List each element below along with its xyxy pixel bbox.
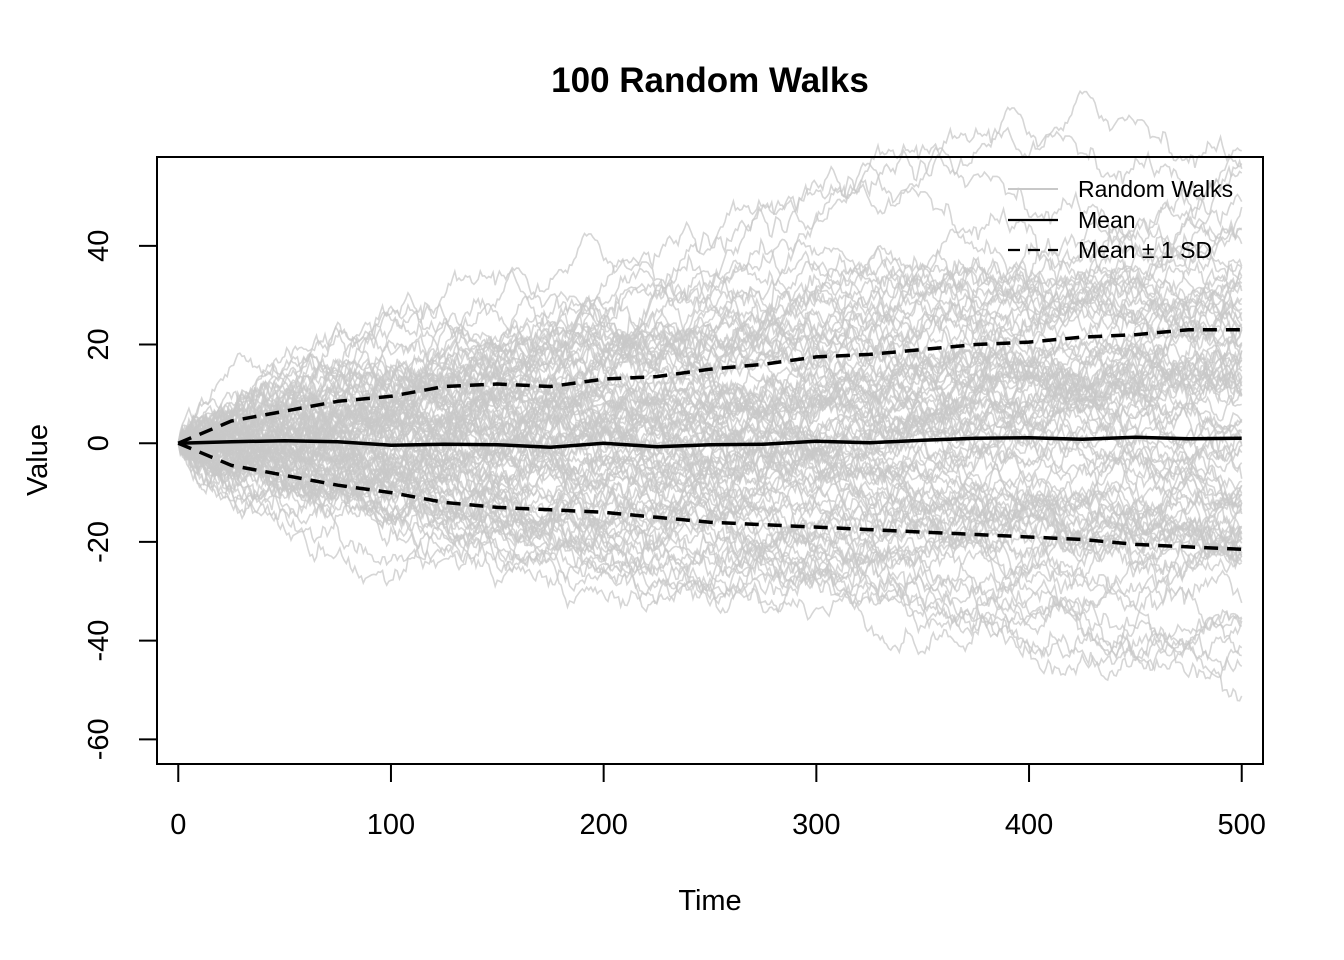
x-tick-label: 100 <box>367 809 415 841</box>
y-tick-label: 0 <box>83 435 115 451</box>
x-axis-label: Time <box>678 885 741 917</box>
x-tick-label: 300 <box>792 809 840 841</box>
random-walk-line <box>177 406 1243 595</box>
random-walk-line <box>177 442 1243 671</box>
random-walk-line <box>177 404 1243 606</box>
random-walk-line <box>177 294 1243 467</box>
random-walk-line <box>177 311 1243 513</box>
legend-label: Random Walks <box>1078 176 1233 202</box>
random-walk-line <box>177 89 1242 455</box>
chart-title: 100 Random Walks <box>551 61 869 100</box>
random-walk-line <box>177 302 1243 474</box>
random-walk-line <box>177 352 1243 554</box>
random-walk-line <box>177 436 1243 638</box>
random-walk-line <box>177 218 1243 450</box>
random-walk-line <box>177 256 1243 461</box>
random-walk-line <box>177 326 1243 506</box>
mean-line <box>178 435 1242 449</box>
x-tick-label: 200 <box>579 809 627 841</box>
random-walk-line <box>177 408 1243 621</box>
x-axis: 0 100 200 300 400 500 <box>170 763 1266 841</box>
mean-minus-sd-line <box>177 441 1242 552</box>
x-tick-label: 400 <box>1005 809 1053 841</box>
random-walk-line <box>177 252 1243 455</box>
y-axis-label: Value <box>22 424 54 496</box>
mean-plus-sd-line <box>177 327 1242 445</box>
x-tick-label: 500 <box>1218 809 1266 841</box>
random-walk-line <box>177 437 1243 677</box>
random-walk-line <box>178 362 1243 520</box>
mean-sd-layer <box>177 327 1242 552</box>
random-walk-line <box>177 157 1243 449</box>
random-walk-line <box>177 442 1243 702</box>
random-walk-line <box>178 106 1243 455</box>
legend-label: Mean ± 1 SD <box>1078 237 1212 263</box>
legend-label: Mean <box>1078 207 1136 233</box>
random-walk-line <box>177 274 1243 483</box>
legend: Random Walks Mean Mean ± 1 SD <box>1008 176 1233 263</box>
random-walk-line <box>177 282 1243 479</box>
y-tick-label: 20 <box>83 328 115 360</box>
x-tick-label: 0 <box>170 809 186 841</box>
y-tick-label: -60 <box>83 718 115 760</box>
y-tick-label: 40 <box>83 230 115 262</box>
random-walk-line <box>177 232 1243 446</box>
random-walk-line <box>177 161 1243 481</box>
random-walk-line <box>177 440 1243 564</box>
random-walk-line <box>178 238 1243 456</box>
y-axis: -60 -40 -20 0 20 40 <box>83 230 158 760</box>
random-walk-line <box>178 358 1243 556</box>
random-walk-line <box>177 146 1243 466</box>
random-walk-line <box>177 376 1243 539</box>
random-walk-line <box>177 272 1242 450</box>
random-walk-line <box>177 164 1243 505</box>
y-tick-label: -40 <box>83 620 115 662</box>
y-tick-label: -20 <box>83 521 115 563</box>
